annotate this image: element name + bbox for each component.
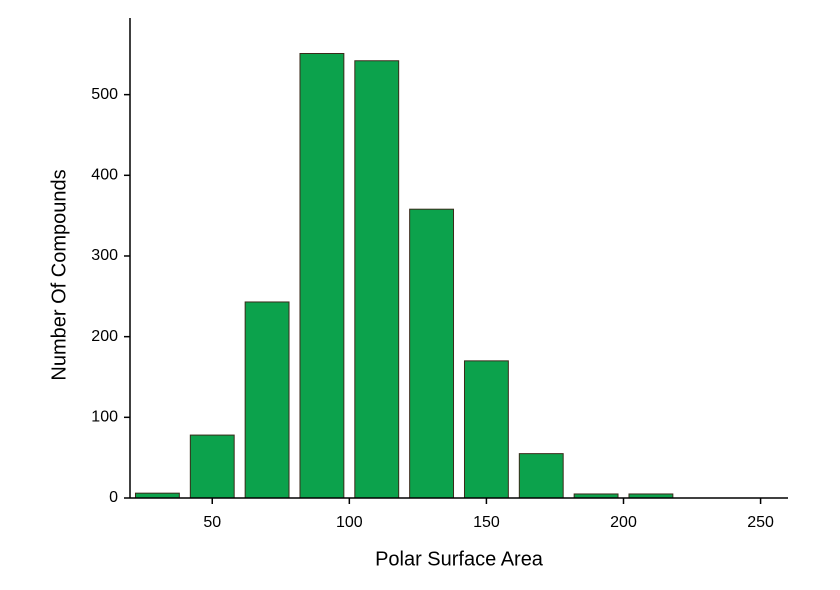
x-tick-label: 200 bbox=[610, 514, 637, 531]
y-tick-label: 100 bbox=[91, 409, 118, 426]
bar bbox=[244, 301, 290, 499]
y-tick-label: 500 bbox=[91, 86, 118, 103]
bar bbox=[463, 360, 509, 499]
y-axis-title: Number Of Compounds bbox=[48, 169, 70, 380]
bar bbox=[409, 208, 455, 499]
x-tick-label: 150 bbox=[473, 514, 500, 531]
x-axis-title: Polar Surface Area bbox=[375, 548, 544, 570]
y-tick-label: 400 bbox=[91, 167, 118, 184]
y-tick-label: 0 bbox=[109, 489, 118, 506]
y-tick-label: 300 bbox=[91, 247, 118, 264]
bar bbox=[299, 52, 345, 499]
bar bbox=[518, 453, 564, 499]
bar bbox=[354, 60, 400, 499]
x-tick-label: 50 bbox=[203, 514, 221, 531]
y-tick-label: 200 bbox=[91, 328, 118, 345]
x-tick-label: 100 bbox=[336, 514, 363, 531]
x-tick-label: 250 bbox=[747, 514, 774, 531]
bar bbox=[189, 434, 235, 499]
